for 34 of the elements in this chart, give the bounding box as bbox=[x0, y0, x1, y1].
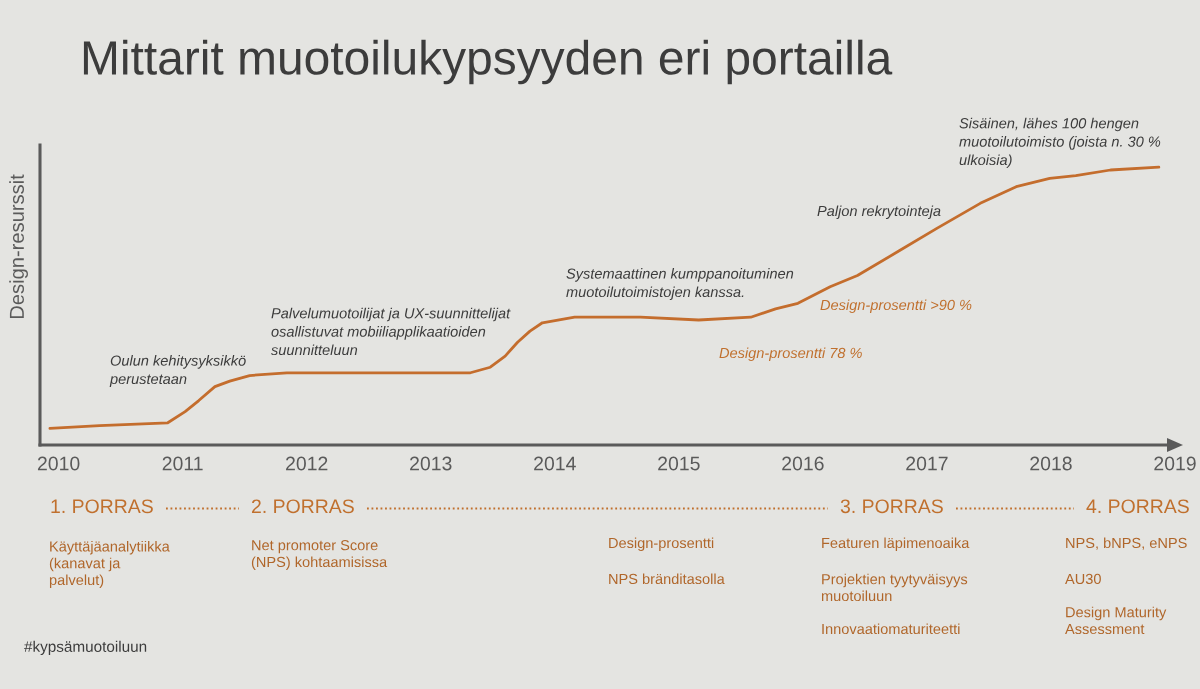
annotation: Design-prosentti 78 % bbox=[719, 347, 862, 361]
annotation: Paljon rekrytointeja bbox=[817, 205, 941, 219]
text: Design-prosentti bbox=[609, 537, 714, 551]
y-axis-title: Design-resurssit bbox=[9, 174, 28, 319]
text: 4. PORRAS bbox=[1086, 499, 1189, 514]
text: 2. PORRAS bbox=[251, 499, 354, 514]
annotation: Palvelumuotoilijat ja UX-suunnittelijat osallistuvat mobiiliapplikaatioiden suunnitteluun bbox=[271, 307, 511, 356]
x-tick-label: 2016 bbox=[782, 456, 824, 471]
chart-title: Mittarit muotoilukypsyyden eri portailla bbox=[83, 39, 893, 85]
x-tick-label: 2010 bbox=[37, 456, 80, 471]
text: 1. PORRAS bbox=[51, 499, 153, 514]
text: Käyttäjäanalytiikka (kanavat ja palvelut) bbox=[49, 540, 170, 588]
text: NPS bränditasolla bbox=[609, 573, 725, 585]
text: Net promoter Score (NPS) kohtaamisissa bbox=[251, 540, 388, 570]
text: Design Maturity Assessment bbox=[1065, 606, 1167, 635]
text: #kypsämuotoiluun bbox=[24, 640, 147, 655]
x-tick-label: 2011 bbox=[162, 456, 203, 471]
text: Projektien tyytyväisyys muotoiluun bbox=[821, 573, 968, 602]
x-tick-label: 2014 bbox=[534, 456, 576, 471]
text: 3. PORRAS bbox=[840, 499, 943, 514]
text: Innovaatiomaturiteetti bbox=[822, 623, 960, 635]
annotation: Oulun kehitysyksikkö perustetaan bbox=[109, 355, 246, 387]
x-tick-label: 2015 bbox=[658, 456, 700, 471]
text: AU30 bbox=[1065, 573, 1101, 585]
x-tick-label: 2018 bbox=[1030, 456, 1072, 471]
annotation: Sisäinen, lähes 100 hengen muotoilutoimisto (joista n. 30 % ulkoisia) bbox=[959, 117, 1161, 168]
text: Featuren läpimenoaika bbox=[822, 537, 970, 551]
x-tick-label: 2017 bbox=[906, 456, 948, 471]
x-tick-label: 2012 bbox=[286, 456, 328, 471]
x-tick-label: 2019 bbox=[1154, 456, 1196, 471]
x-tick-label: 2013 bbox=[410, 456, 452, 471]
text: NPS, bNPS, eNPS bbox=[1066, 537, 1187, 550]
annotation: Systemaattinen kumppanoituminen muotoilutoimistojen kanssa. bbox=[566, 268, 794, 300]
annotation: Design-prosentti >90 % bbox=[820, 299, 972, 313]
